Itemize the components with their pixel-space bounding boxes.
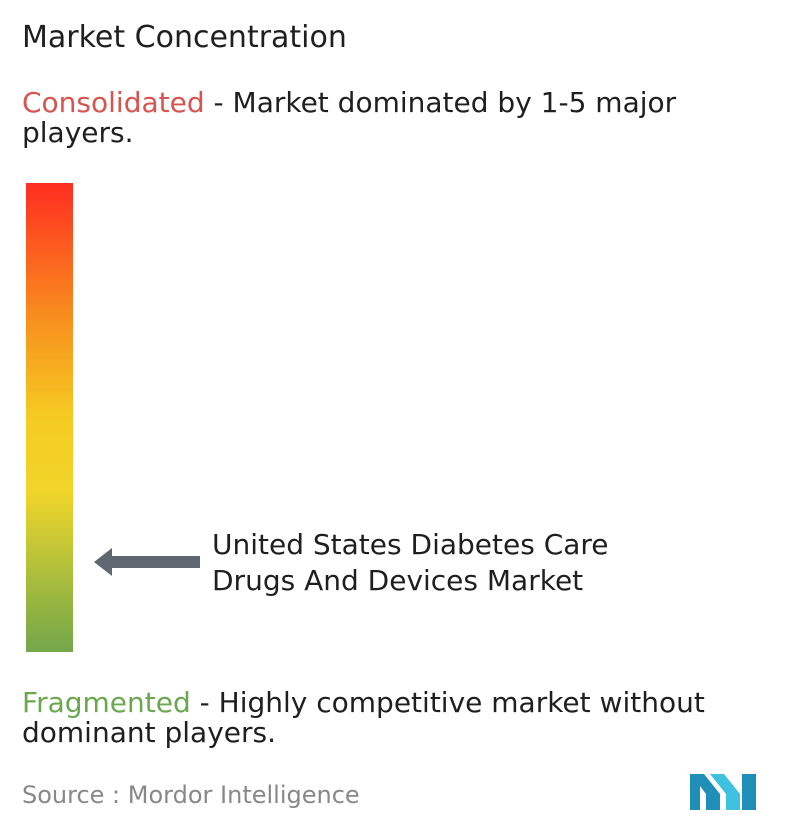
logo-mid-shape	[710, 774, 740, 810]
logo-left-shape	[690, 774, 720, 810]
logo-right-shape	[742, 774, 756, 810]
fragmented-description: Fragmented - Highly competitive market w…	[22, 688, 792, 748]
market-label: United States Diabetes Care Drugs And De…	[212, 527, 609, 597]
consolidated-text: - Market dominated by 1-5 major players.	[22, 86, 677, 149]
mordor-intelligence-logo-icon	[690, 774, 756, 810]
page-title: Market Concentration	[22, 20, 347, 55]
fragmented-keyword: Fragmented	[22, 686, 191, 719]
concentration-gradient-bar	[26, 183, 73, 652]
fragmented-text: - Highly competitive market without domi…	[22, 686, 705, 749]
consolidated-keyword: Consolidated	[22, 86, 205, 119]
market-position-arrow-icon	[94, 548, 200, 576]
source-note: Source : Mordor Intelligence	[22, 781, 360, 809]
consolidated-description: Consolidated - Market dominated by 1-5 m…	[22, 88, 792, 148]
arrow-shape	[94, 548, 200, 576]
